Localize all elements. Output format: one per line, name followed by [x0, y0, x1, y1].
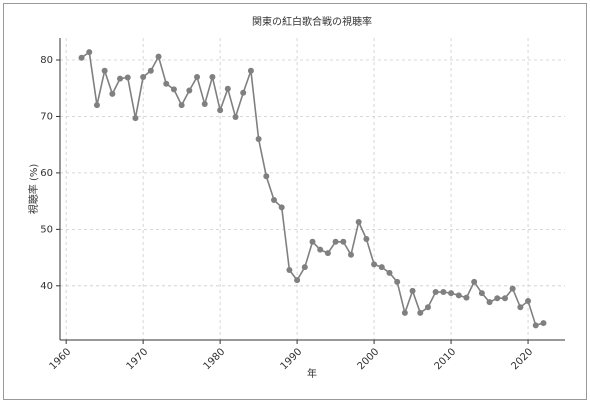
- point: [440, 289, 447, 296]
- point: [286, 267, 293, 274]
- chart-title: 関東の紅白歌合戦の視聴率: [252, 15, 372, 28]
- point: [247, 67, 254, 74]
- x-tick-label: 1990: [279, 346, 305, 372]
- point: [386, 269, 393, 276]
- point: [155, 53, 162, 60]
- point: [78, 54, 85, 61]
- y-tick-label: 80: [40, 55, 53, 66]
- point: [532, 322, 539, 329]
- point: [147, 67, 154, 74]
- point: [301, 264, 308, 271]
- point: [124, 74, 131, 81]
- point: [186, 87, 193, 94]
- point: [463, 294, 470, 301]
- point: [209, 73, 216, 80]
- point: [232, 114, 239, 121]
- point: [501, 295, 508, 302]
- point: [525, 298, 532, 305]
- point: [109, 90, 116, 97]
- x-tick-label: 1960: [48, 346, 74, 372]
- point: [178, 102, 185, 109]
- point: [401, 309, 408, 316]
- point: [517, 304, 524, 311]
- point: [409, 287, 416, 294]
- point: [278, 204, 285, 211]
- point: [494, 295, 501, 302]
- frame: [3, 3, 587, 400]
- point: [217, 107, 224, 114]
- point: [371, 261, 378, 268]
- point: [117, 75, 124, 82]
- point: [394, 278, 401, 285]
- point: [294, 277, 301, 284]
- point: [255, 136, 262, 143]
- y-tick-label: 60: [40, 168, 53, 179]
- point: [540, 320, 547, 327]
- point: [170, 86, 177, 93]
- point: [140, 73, 147, 80]
- x-tick-label: 2000: [356, 346, 382, 372]
- point: [424, 304, 431, 311]
- y-tick-label: 50: [40, 224, 53, 235]
- point: [455, 292, 462, 299]
- point: [163, 80, 170, 87]
- point: [432, 289, 439, 296]
- point: [332, 238, 339, 245]
- point: [271, 197, 278, 204]
- point: [86, 49, 93, 56]
- x-tick-label: 2020: [510, 346, 536, 372]
- point: [471, 278, 478, 285]
- point: [317, 246, 324, 253]
- point: [355, 219, 362, 226]
- point: [224, 85, 231, 92]
- point: [309, 238, 316, 245]
- point: [201, 101, 208, 108]
- point: [132, 115, 139, 122]
- point: [340, 238, 347, 245]
- point: [417, 309, 424, 316]
- point: [263, 173, 270, 180]
- point: [101, 67, 108, 74]
- point: [324, 250, 331, 257]
- x-tick-label: 2010: [433, 346, 459, 372]
- point: [194, 73, 201, 80]
- point: [347, 251, 354, 258]
- point: [363, 235, 370, 242]
- point: [509, 285, 516, 292]
- x-axis-label: 年: [307, 367, 317, 380]
- point: [93, 102, 100, 109]
- x-tick-label: 1970: [125, 346, 151, 372]
- point: [448, 290, 455, 297]
- point: [478, 290, 485, 297]
- x-tick-label: 1980: [202, 346, 228, 372]
- point: [486, 299, 493, 306]
- point: [378, 264, 385, 271]
- y-tick-label: 70: [40, 111, 53, 122]
- y-tick-label: 40: [40, 281, 53, 292]
- point: [240, 89, 247, 96]
- y-axis-label: 視聴率 (%): [27, 164, 40, 215]
